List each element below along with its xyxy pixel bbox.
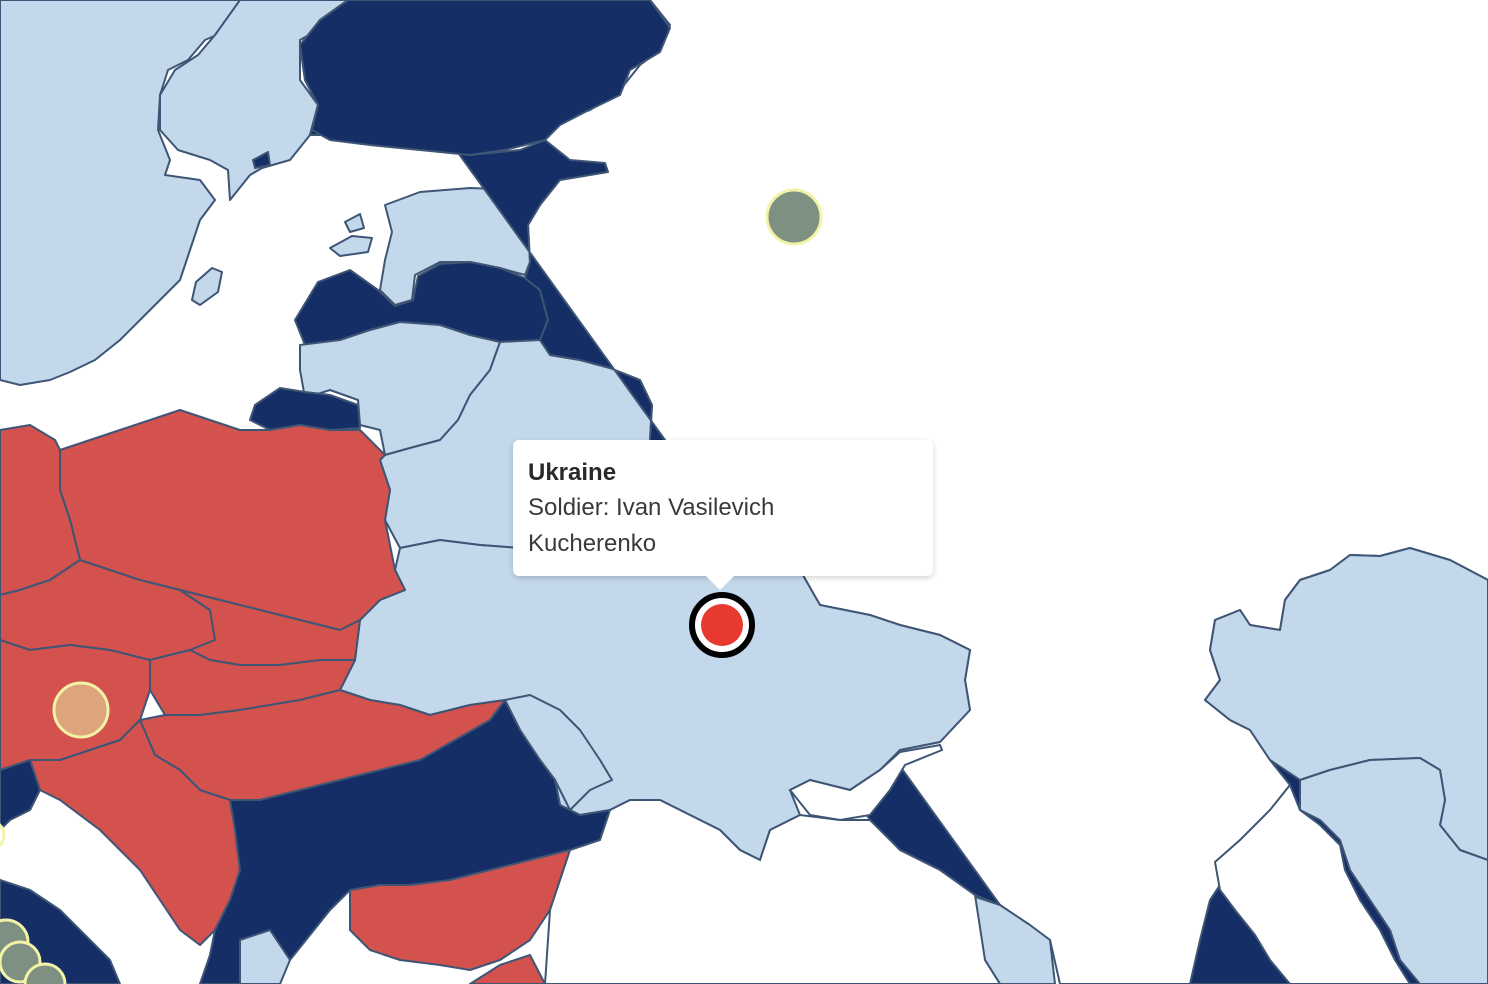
island-gotland[interactable] <box>191 267 223 306</box>
country-tooltip: Ukraine Soldier: Ivan Vasilevich Kuchere… <box>513 440 933 590</box>
marker-austria[interactable] <box>52 681 110 739</box>
country-central-asia[interactable] <box>1299 757 1488 984</box>
marker-ukraine-selected-core[interactable] <box>701 604 743 646</box>
country-north-macedonia[interactable] <box>239 929 291 984</box>
tooltip-country-name: Ukraine <box>528 459 617 486</box>
caspian-sea <box>1213 783 1412 984</box>
country-russia-northwest[interactable] <box>299 0 671 156</box>
marker-italy-edge[interactable] <box>0 821 6 849</box>
island-hiiumaa[interactable] <box>344 213 365 233</box>
country-kaliningrad[interactable] <box>249 387 361 431</box>
island-finland-small[interactable] <box>252 151 271 169</box>
country-italy[interactable] <box>0 759 41 831</box>
tooltip-soldier-label: Soldier: Ivan Vasilevich Kucherenko <box>528 494 775 557</box>
country-norway-sweden[interactable] <box>0 0 241 386</box>
black-sea <box>543 799 1002 984</box>
country-turkey-west[interactable] <box>469 954 546 984</box>
island-saaremaa[interactable] <box>329 235 373 257</box>
marker-italy-3[interactable] <box>23 962 67 984</box>
marker-russia[interactable] <box>765 188 823 246</box>
